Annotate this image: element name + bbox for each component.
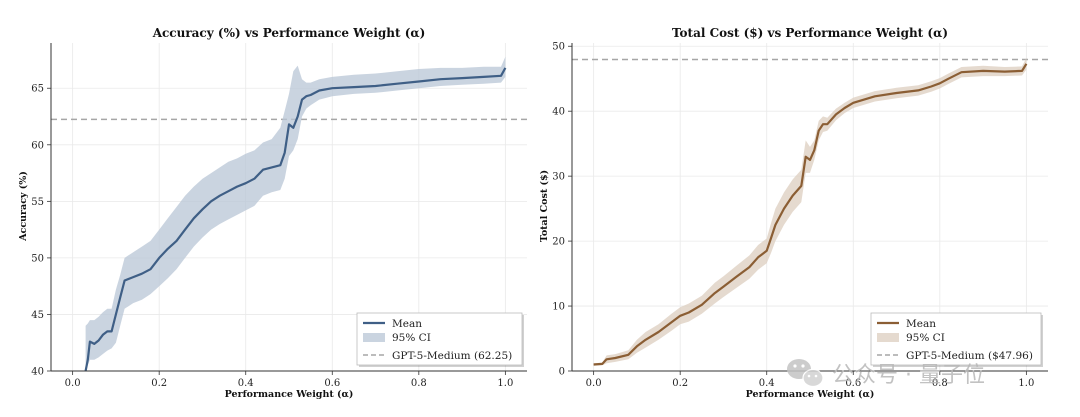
y-axis-label: Total Cost ($) — [539, 170, 550, 242]
y-tick-label: 60 — [31, 140, 44, 151]
legend-box — [870, 312, 1042, 366]
x-tick-label: 1.0 — [497, 378, 513, 389]
y-tick-label: 10 — [552, 302, 565, 313]
legend-ci-swatch — [877, 333, 899, 342]
x-tick-label: 0.6 — [845, 378, 861, 389]
x-tick-label: 0.8 — [411, 378, 427, 389]
x-tick-label: 0.2 — [151, 378, 167, 389]
x-tick-label: 0.2 — [672, 378, 688, 389]
legend-mean-label: Mean — [392, 318, 422, 330]
legend-ci-swatch — [363, 333, 385, 342]
legend-ci-label: 95% CI — [392, 332, 431, 344]
y-tick-label: 55 — [31, 197, 44, 208]
y-axis-label: Accuracy (%) — [18, 171, 29, 242]
y-ticks: 0 10 20 30 40 50 — [552, 42, 572, 378]
x-ticks: 0.0 0.2 0.4 0.6 0.8 1.0 — [65, 371, 513, 389]
x-tick-label: 1.0 — [1018, 378, 1034, 389]
y-tick-label: 40 — [552, 107, 565, 118]
mean-series — [84, 67, 507, 372]
axes — [50, 43, 527, 372]
legend-ci-label: 95% CI — [906, 332, 945, 344]
grid — [572, 43, 1048, 372]
legend-mean-label: Mean — [906, 318, 936, 330]
watermark: 公众号 · 量子位 — [787, 359, 985, 388]
y-ticks: 40 45 50 55 60 65 — [31, 84, 51, 378]
legend: Mean 95% CI GPT-5-Medium ($47.96) — [870, 312, 1043, 367]
total-cost-chart: Total Cost ($) vs Performance Weight (α)… — [539, 26, 1048, 400]
legend-reference-label: GPT-5-Medium (62.25) — [392, 350, 512, 362]
mean-series — [593, 63, 1028, 366]
accuracy-chart: Accuracy (%) vs Performance Weight (α) P… — [18, 26, 527, 400]
chart-title: Total Cost ($) vs Performance Weight (α) — [672, 26, 948, 40]
y-tick-label: 50 — [552, 42, 565, 53]
mean-line — [84, 67, 507, 372]
x-tick-label: 0.4 — [759, 378, 775, 389]
x-ticks: 0.0 0.2 0.4 0.6 0.8 1.0 — [586, 371, 1034, 389]
x-tick-label: 0.6 — [324, 378, 340, 389]
wechat-icon — [787, 359, 824, 388]
y-tick-label: 40 — [31, 367, 44, 378]
y-tick-label: 45 — [31, 310, 44, 321]
y-tick-label: 0 — [559, 367, 565, 378]
x-axis-label: Performance Weight (α) — [746, 389, 875, 400]
x-axis-label: Performance Weight (α) — [225, 389, 354, 400]
y-tick-label: 65 — [31, 84, 44, 95]
legend-reference-label: GPT-5-Medium ($47.96) — [906, 350, 1033, 362]
y-tick-label: 50 — [31, 253, 44, 264]
y-tick-label: 20 — [552, 237, 565, 248]
x-tick-label: 0.0 — [586, 378, 602, 389]
y-tick-label: 30 — [552, 172, 565, 183]
x-tick-label: 0.0 — [65, 378, 81, 389]
mean-line — [593, 63, 1028, 366]
x-tick-label: 0.4 — [238, 378, 254, 389]
x-tick-label: 0.8 — [932, 378, 948, 389]
legend: Mean 95% CI GPT-5-Medium (62.25) — [356, 312, 524, 367]
watermark-text: 公众号 · 量子位 — [832, 363, 985, 388]
chart-title: Accuracy (%) vs Performance Weight (α) — [152, 26, 426, 40]
